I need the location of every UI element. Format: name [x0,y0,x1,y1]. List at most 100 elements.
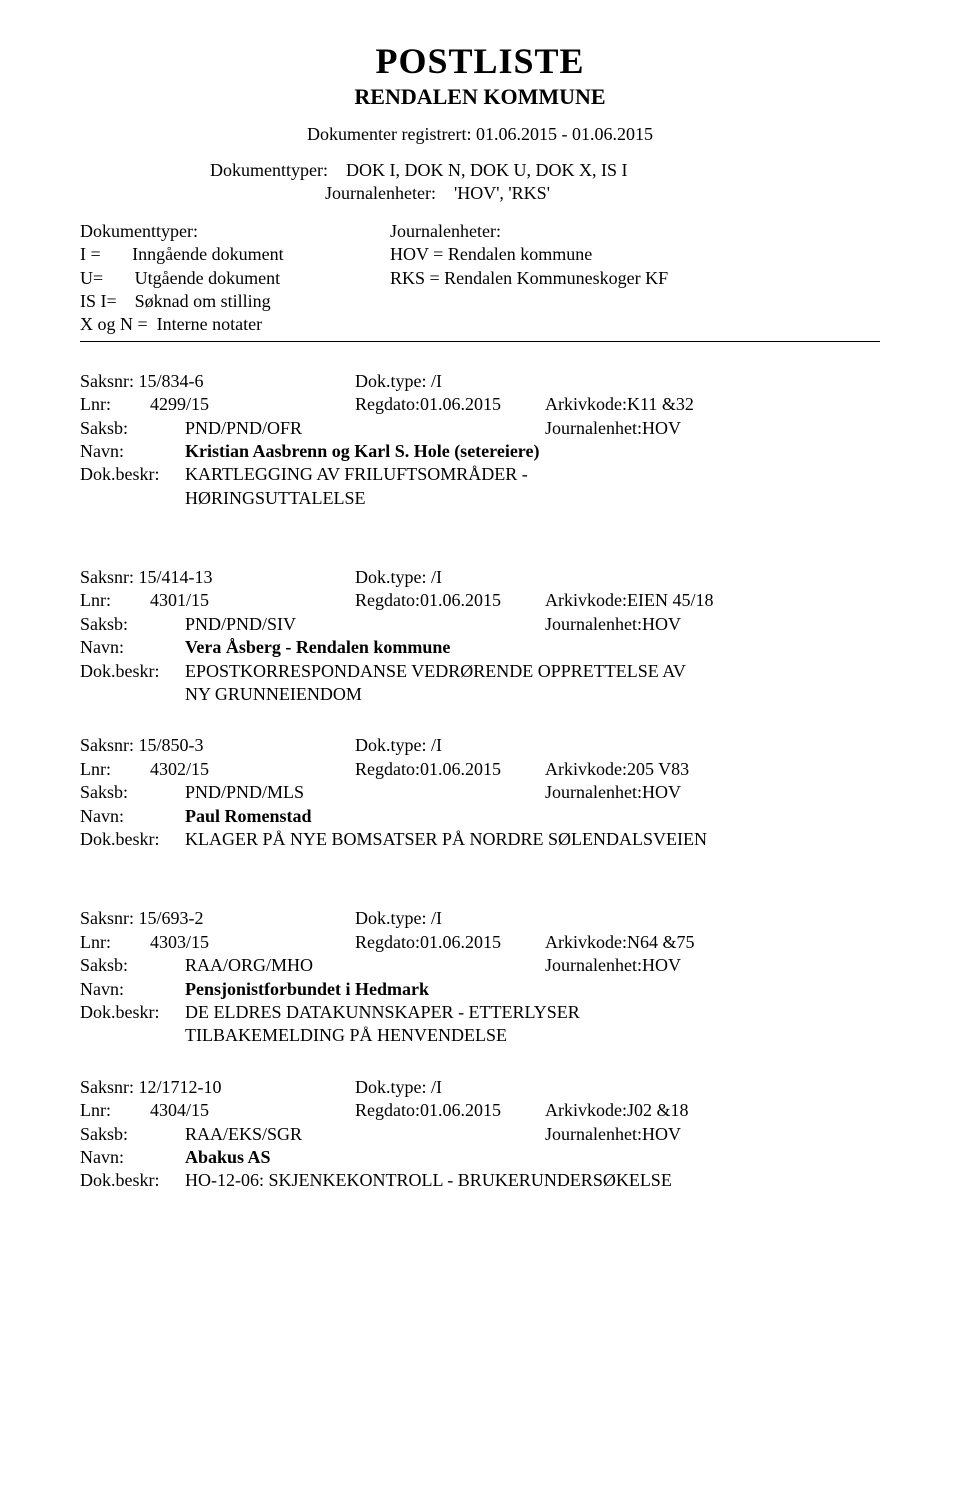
lnr-label: Lnr: [80,393,150,416]
lnr-value: 4304/15 [150,1099,355,1122]
journalenhet: Journalenhet:HOV [545,781,681,804]
legend-right [390,313,880,336]
journalenhet: Journalenhet:HOV [545,613,681,636]
saksb-label: Saksb: [80,954,185,977]
legend-row: IS I= Søknad om stilling [80,290,880,313]
beskr-continuation: NY GRUNNEIENDOM [80,683,880,706]
navn-value: Paul Romenstad [185,805,880,828]
journal-value: 'HOV', 'RKS' [454,183,550,203]
saksb-value: PND/PND/SIV [185,613,545,636]
beskr-label: Dok.beskr: [80,660,185,683]
legend-block: Dokumenttyper: Journalenheter: I = Inngå… [80,220,880,337]
regdato: Regdato:01.06.2015 [355,758,545,781]
lnr-label: Lnr: [80,758,150,781]
journalenhet: Journalenhet:HOV [545,1123,681,1146]
saksb-label: Saksb: [80,1123,185,1146]
group-gap [80,879,880,907]
legend-right: HOV = Rendalen kommune [390,243,880,266]
saksb-label: Saksb: [80,613,185,636]
journal-label: Journalenheter: 'HOV', 'RKS' [210,182,880,205]
legend-right [390,290,880,313]
legend-left: X og N = Interne notater [80,313,390,336]
lnr-label: Lnr: [80,931,150,954]
registered-range: Dokumenter registrert: 01.06.2015 - 01.0… [80,124,880,145]
saksnr: Saksnr: 12/1712-10 [80,1076,355,1099]
arkivkode: Arkivkode:N64 &75 [545,931,880,954]
regdato: Regdato:01.06.2015 [355,393,545,416]
legend-row: I = Inngående dokumentHOV = Rendalen kom… [80,243,880,266]
lnr-label: Lnr: [80,589,150,612]
entries-container: Saksnr: 15/834-6Dok.type: /ILnr:4299/15R… [80,370,880,1193]
saksb-label: Saksb: [80,417,185,440]
saksnr: Saksnr: 15/850-3 [80,734,355,757]
saksb-value: RAA/EKS/SGR [185,1123,545,1146]
navn-label: Navn: [80,440,185,463]
navn-value: Kristian Aasbrenn og Karl S. Hole (seter… [185,440,880,463]
legend-right-heading: Journalenheter: [390,220,880,243]
navn-value: Pensjonistforbundet i Hedmark [185,978,880,1001]
arkivkode: Arkivkode:K11 &32 [545,393,880,416]
doktype: Dok.type: /I [355,566,442,589]
doktype: Dok.type: /I [355,370,442,393]
arkivkode: Arkivkode:J02 &18 [545,1099,880,1122]
legend-row: U= Utgående dokumentRKS = Rendalen Kommu… [80,267,880,290]
navn-label: Navn: [80,636,185,659]
legend-left: IS I= Søknad om stilling [80,290,390,313]
beskr-continuation: HØRINGSUTTALELSE [80,487,880,510]
lnr-value: 4299/15 [150,393,355,416]
navn-label: Navn: [80,978,185,1001]
lnr-value: 4302/15 [150,758,355,781]
saksb-value: RAA/ORG/MHO [185,954,545,977]
lnr-label: Lnr: [80,1099,150,1122]
saksnr: Saksnr: 15/693-2 [80,907,355,930]
arkivkode: Arkivkode:205 V83 [545,758,880,781]
navn-value: Vera Åsberg - Rendalen kommune [185,636,880,659]
entry: Saksnr: 15/834-6Dok.type: /I Lnr:4299/15R… [80,370,880,510]
group-gap [80,538,880,566]
entry: Saksnr: 15/850-3Dok.type: /I Lnr:4302/15R… [80,734,880,851]
divider [80,341,880,342]
doctypes-label: Dokumenttyper: [210,160,328,180]
doktype: Dok.type: /I [355,734,442,757]
saksnr: Saksnr: 15/834-6 [80,370,355,393]
beskr-value: KLAGER PÅ NYE BOMSATSER PÅ NORDRE SØLEND… [185,828,880,851]
regdato: Regdato:01.06.2015 [355,589,545,612]
doktype: Dok.type: /I [355,907,442,930]
beskr-value: EPOSTKORRESPONDANSE VEDRØRENDE OPPRETTEL… [185,660,880,683]
arkivkode: Arkivkode:EIEN 45/18 [545,589,880,612]
saksb-value: PND/PND/OFR [185,417,545,440]
entry: Saksnr: 15/414-13Dok.type: /I Lnr:4301/15… [80,566,880,706]
navn-label: Navn: [80,805,185,828]
saksb-value: PND/PND/MLS [185,781,545,804]
legend-right: RKS = Rendalen Kommuneskoger KF [390,267,880,290]
beskr-label: Dok.beskr: [80,828,185,851]
beskr-value: HO-12-06: SKJENKEKONTROLL - BRUKERUNDERS… [185,1169,880,1192]
navn-label: Navn: [80,1146,185,1169]
legend-left: U= Utgående dokument [80,267,390,290]
saksb-label: Saksb: [80,781,185,804]
navn-value: Abakus AS [185,1146,880,1169]
beskr-label: Dok.beskr: [80,1169,185,1192]
beskr-value: DE ELDRES DATAKUNNSKAPER - ETTERLYSER [185,1001,880,1024]
entry: Saksnr: 15/693-2Dok.type: /I Lnr:4303/15R… [80,907,880,1047]
page-title: POSTLISTE [80,40,880,82]
legend-left: I = Inngående dokument [80,243,390,266]
regdato: Regdato:01.06.2015 [355,1099,545,1122]
beskr-label: Dok.beskr: [80,1001,185,1024]
journalenhet: Journalenhet:HOV [545,417,681,440]
journalenhet: Journalenhet:HOV [545,954,681,977]
journal-label-text: Journalenheter: [325,183,436,203]
saksnr: Saksnr: 15/414-13 [80,566,355,589]
doktype: Dok.type: /I [355,1076,442,1099]
entry: Saksnr: 12/1712-10Dok.type: /I Lnr:4304/1… [80,1076,880,1193]
legend-left-heading: Dokumenttyper: [80,220,390,243]
lnr-value: 4301/15 [150,589,355,612]
beskr-continuation: TILBAKEMELDING PÅ HENVENDELSE [80,1024,880,1047]
legend-row: X og N = Interne notater [80,313,880,336]
doctypes-block: Dokumenttyper: DOK I, DOK N, DOK U, DOK … [80,159,880,206]
doctypes-value: DOK I, DOK N, DOK U, DOK X, IS I [346,160,627,180]
beskr-value: KARTLEGGING AV FRILUFTSOMRÅDER - [185,463,880,486]
regdato: Regdato:01.06.2015 [355,931,545,954]
page-subtitle: RENDALEN KOMMUNE [80,84,880,110]
lnr-value: 4303/15 [150,931,355,954]
